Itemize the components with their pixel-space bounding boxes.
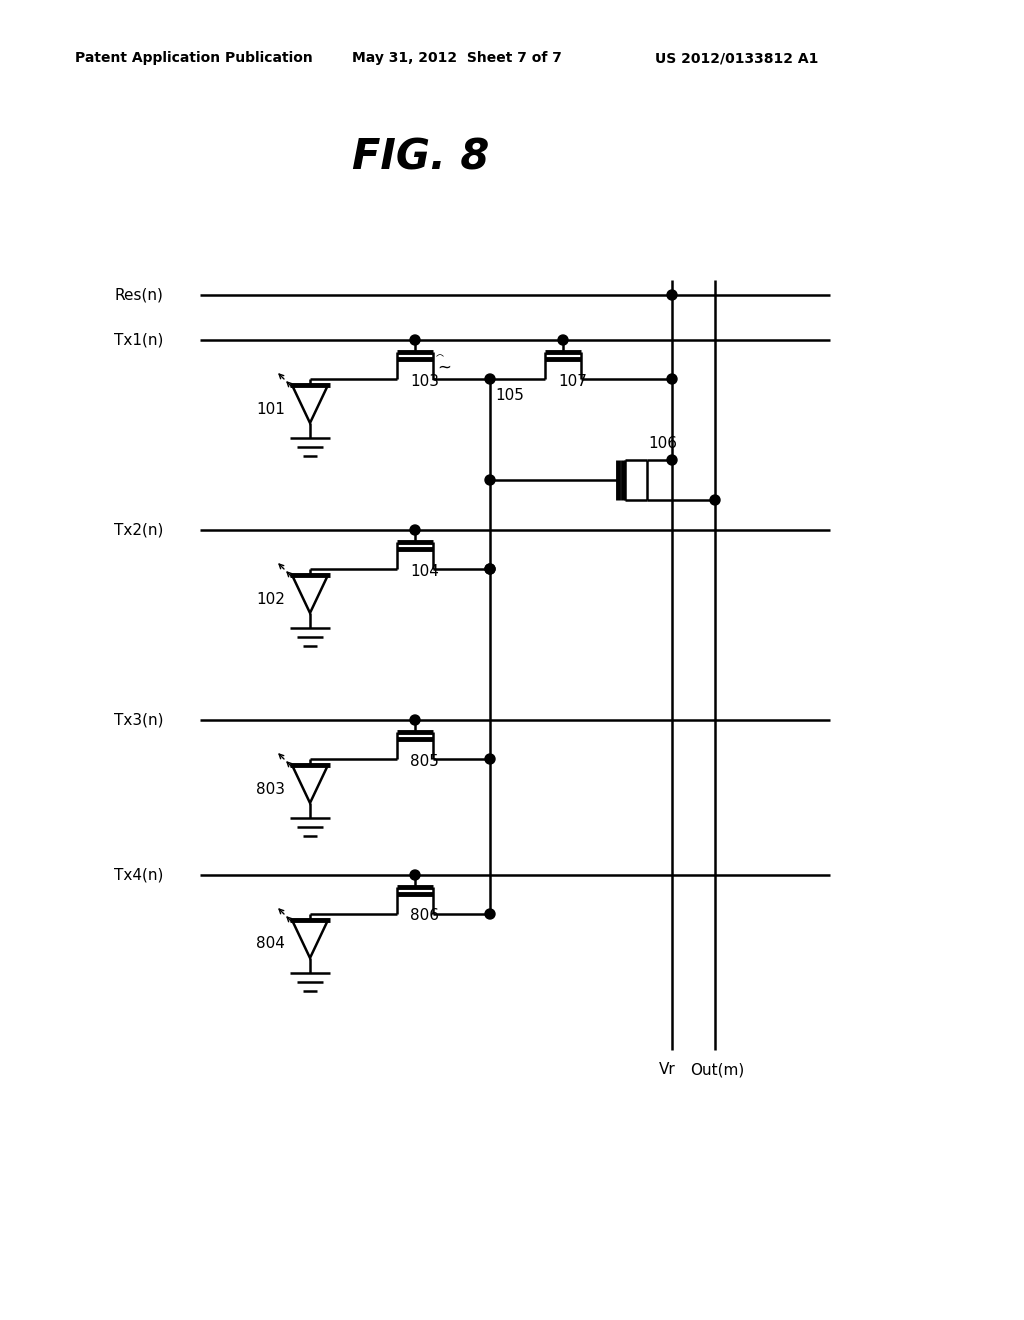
- Circle shape: [667, 290, 677, 300]
- Text: US 2012/0133812 A1: US 2012/0133812 A1: [655, 51, 818, 65]
- Circle shape: [485, 754, 495, 764]
- Circle shape: [558, 335, 568, 345]
- Text: Patent Application Publication: Patent Application Publication: [75, 51, 312, 65]
- Text: Tx3(n): Tx3(n): [114, 713, 163, 727]
- Circle shape: [485, 909, 495, 919]
- Text: 805: 805: [410, 754, 439, 768]
- Circle shape: [410, 870, 420, 880]
- Text: Out(m): Out(m): [690, 1063, 744, 1077]
- Text: 105: 105: [495, 388, 524, 404]
- Text: Vr: Vr: [658, 1063, 676, 1077]
- Text: Tx2(n): Tx2(n): [114, 523, 163, 537]
- Text: 106: 106: [648, 437, 677, 451]
- Circle shape: [410, 525, 420, 535]
- Text: May 31, 2012  Sheet 7 of 7: May 31, 2012 Sheet 7 of 7: [352, 51, 562, 65]
- Circle shape: [667, 374, 677, 384]
- Circle shape: [710, 495, 720, 506]
- Text: 107: 107: [558, 374, 587, 388]
- Text: Tx4(n): Tx4(n): [114, 867, 163, 883]
- Text: 803: 803: [256, 781, 285, 796]
- Circle shape: [410, 715, 420, 725]
- Circle shape: [667, 455, 677, 465]
- Text: 806: 806: [410, 908, 439, 924]
- Text: 102: 102: [256, 591, 285, 606]
- Circle shape: [485, 564, 495, 574]
- Text: 104: 104: [410, 564, 439, 578]
- Text: Res(n): Res(n): [114, 288, 163, 302]
- Circle shape: [485, 475, 495, 484]
- Text: 101: 101: [256, 401, 285, 417]
- Text: 804: 804: [256, 936, 285, 952]
- Text: ~: ~: [437, 359, 451, 376]
- Text: 103: 103: [410, 374, 439, 388]
- Circle shape: [485, 374, 495, 384]
- Text: FIG. 8: FIG. 8: [352, 137, 489, 180]
- Text: Tx1(n): Tx1(n): [114, 333, 163, 347]
- Circle shape: [410, 335, 420, 345]
- Circle shape: [485, 564, 495, 574]
